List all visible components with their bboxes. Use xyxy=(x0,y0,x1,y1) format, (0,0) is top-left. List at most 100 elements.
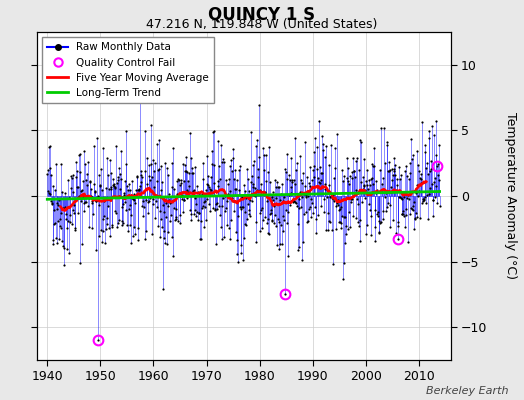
Point xyxy=(301,139,309,146)
Point xyxy=(232,186,241,192)
Point xyxy=(363,182,372,188)
Point xyxy=(400,213,408,219)
Point xyxy=(131,231,139,238)
Point xyxy=(434,161,442,167)
Point xyxy=(68,206,77,213)
Point xyxy=(108,224,116,231)
Point xyxy=(384,200,392,206)
Point xyxy=(57,225,65,231)
Point xyxy=(122,128,130,134)
Point xyxy=(141,168,150,174)
Point xyxy=(71,225,79,232)
Point xyxy=(132,186,140,193)
Point xyxy=(194,190,203,196)
Point xyxy=(272,223,280,230)
Point xyxy=(295,196,303,202)
Point xyxy=(422,200,430,206)
Point xyxy=(167,184,176,191)
Point xyxy=(249,162,258,168)
Point xyxy=(172,216,181,222)
Text: Berkeley Earth: Berkeley Earth xyxy=(426,386,508,396)
Point xyxy=(430,132,439,138)
Point xyxy=(215,212,224,218)
Point xyxy=(283,253,292,260)
Point xyxy=(118,218,126,224)
Point xyxy=(265,230,274,237)
Point xyxy=(241,209,249,215)
Point xyxy=(52,206,61,212)
Point xyxy=(361,187,369,194)
Point xyxy=(232,177,241,183)
Point xyxy=(205,188,214,195)
Point xyxy=(234,213,243,219)
Point xyxy=(172,213,180,220)
Point xyxy=(60,204,69,211)
Point xyxy=(392,229,400,236)
Point xyxy=(422,165,431,172)
Point xyxy=(359,186,367,192)
Point xyxy=(377,181,386,187)
Point xyxy=(66,212,74,219)
Point xyxy=(238,256,247,263)
Point xyxy=(102,226,110,232)
Point xyxy=(412,190,420,196)
Point xyxy=(210,127,219,134)
Point xyxy=(414,188,423,194)
Point xyxy=(357,187,366,193)
Point xyxy=(187,155,195,161)
Point xyxy=(159,286,167,292)
Point xyxy=(344,225,353,232)
Point xyxy=(325,218,334,224)
Point xyxy=(95,172,104,178)
Point xyxy=(136,183,145,190)
Point xyxy=(418,119,426,125)
Point xyxy=(270,220,278,226)
Point xyxy=(363,166,371,173)
Point xyxy=(304,192,312,199)
Point xyxy=(192,201,201,207)
Point xyxy=(309,210,318,216)
Point xyxy=(311,135,319,141)
Point xyxy=(116,171,124,177)
Point xyxy=(54,202,62,208)
Point xyxy=(148,173,156,180)
Point xyxy=(421,142,429,148)
Point xyxy=(409,206,417,213)
Point xyxy=(107,169,116,176)
Point xyxy=(379,175,387,181)
Point xyxy=(264,216,272,222)
Point xyxy=(145,198,153,205)
Point xyxy=(258,225,266,231)
Point xyxy=(394,236,402,242)
Point xyxy=(109,182,117,188)
Point xyxy=(318,170,326,176)
Point xyxy=(213,200,221,206)
Point xyxy=(230,176,238,183)
Point xyxy=(431,175,439,182)
Point xyxy=(169,145,177,152)
Point xyxy=(103,155,111,161)
Point xyxy=(374,209,383,215)
Point xyxy=(407,205,416,211)
Point xyxy=(319,141,328,147)
Point xyxy=(173,178,181,184)
Point xyxy=(284,209,292,215)
Point xyxy=(212,241,221,248)
Point xyxy=(283,151,292,158)
Point xyxy=(126,222,135,228)
Point xyxy=(351,174,359,180)
Point xyxy=(128,233,137,240)
Point xyxy=(397,195,405,201)
Point xyxy=(209,129,217,135)
Point xyxy=(316,163,324,170)
Point xyxy=(153,141,161,148)
Point xyxy=(298,193,306,200)
Point xyxy=(282,169,290,176)
Point xyxy=(170,205,178,211)
Point xyxy=(90,181,98,188)
Point xyxy=(96,183,104,189)
Point xyxy=(62,211,70,218)
Point xyxy=(313,166,321,172)
Point xyxy=(239,234,248,241)
Point xyxy=(234,259,242,266)
